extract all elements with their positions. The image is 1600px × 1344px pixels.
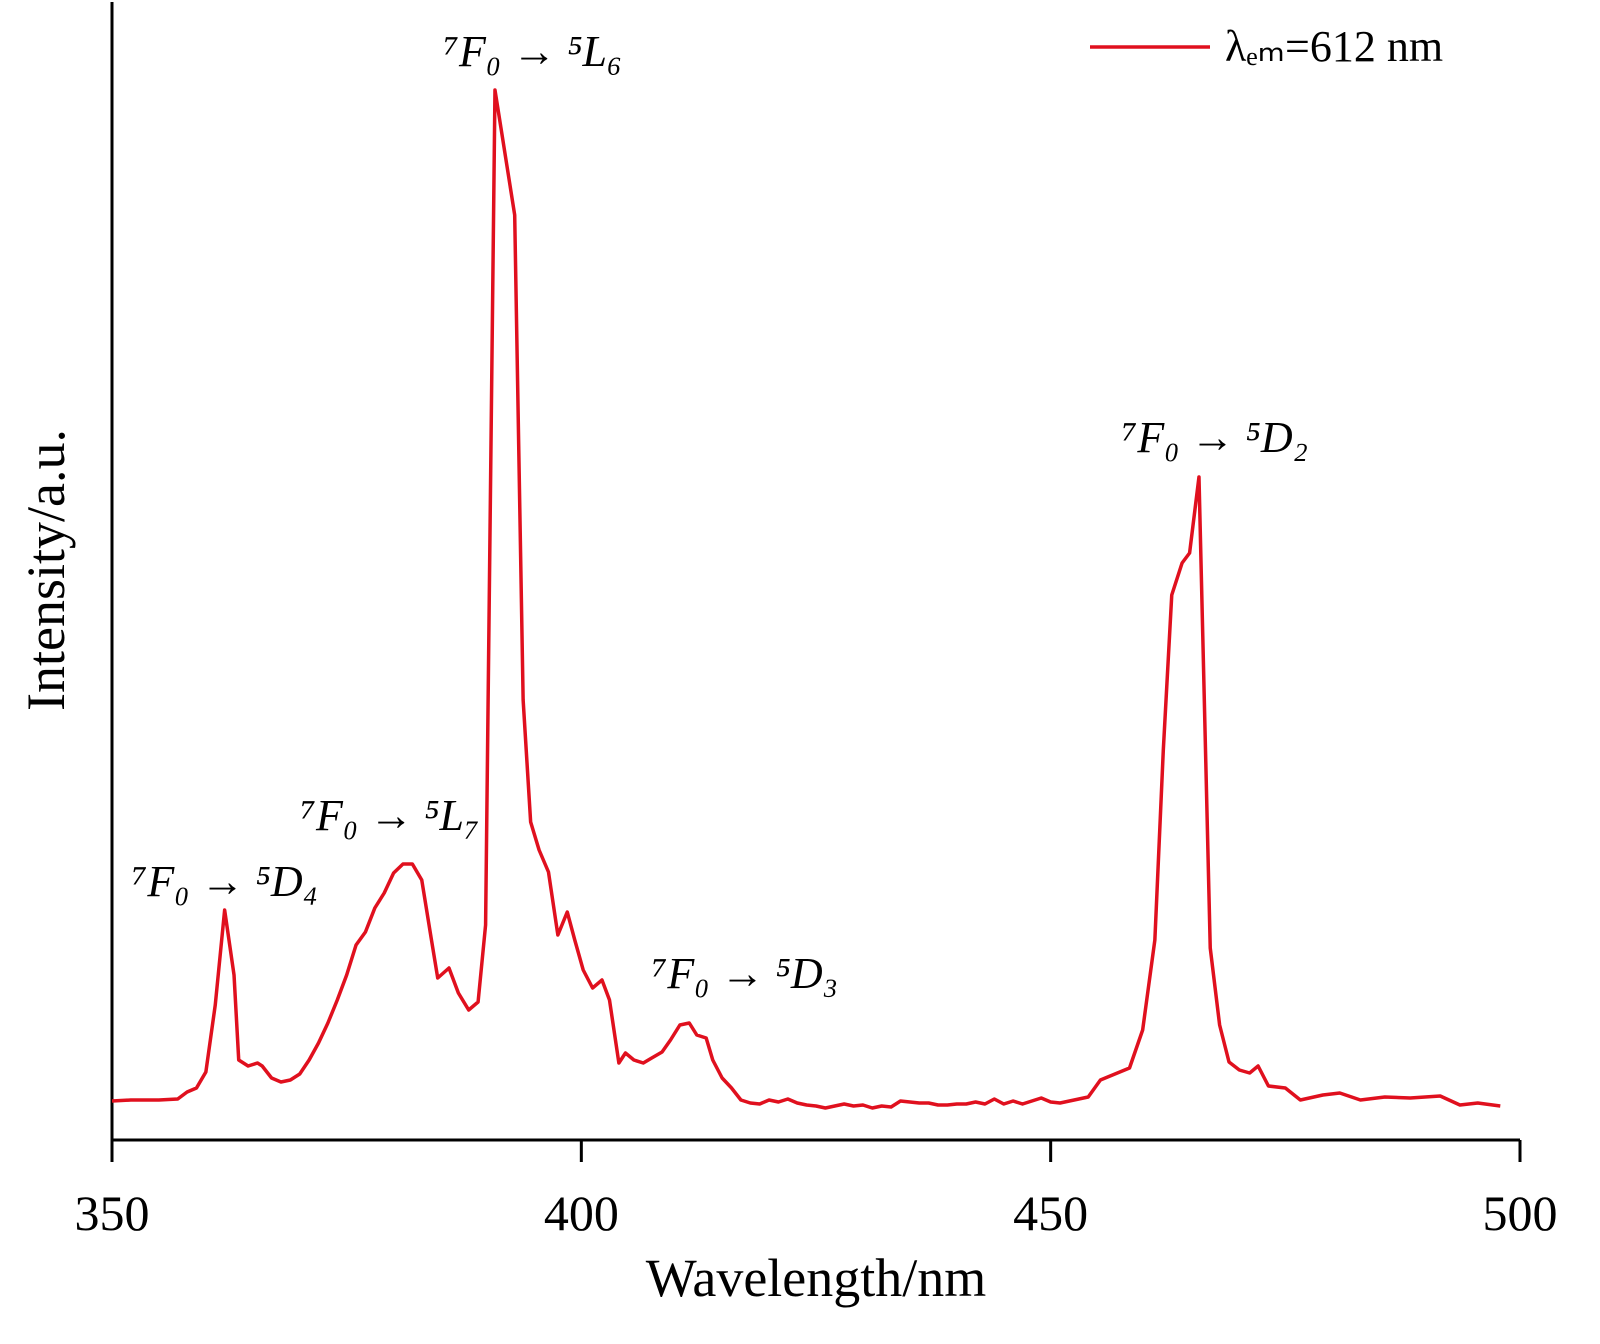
peak-annotation: ⁷F₀ → ⁵L₆ [444,27,623,76]
peak-annotation: ⁷F₀ → ⁵L₇ [301,791,480,840]
peak-annotation: ⁷F₀ → ⁵D₄ [132,857,318,906]
x-tick-label: 350 [75,1185,150,1241]
x-tick-label: 450 [1013,1185,1088,1241]
peak-annotation: ⁷F₀ → ⁵D₂ [1122,413,1308,462]
legend-label: λₑₘ=612 nm [1225,22,1443,71]
x-axis-label: Wavelength/nm [646,1248,987,1308]
x-tick-label: 500 [1483,1185,1558,1241]
y-axis-label: Intensity/a.u. [16,429,76,711]
peak-annotation: ⁷F₀ → ⁵D₃ [652,949,838,998]
x-tick-label: 400 [544,1185,619,1241]
data-line [111,88,1501,1110]
